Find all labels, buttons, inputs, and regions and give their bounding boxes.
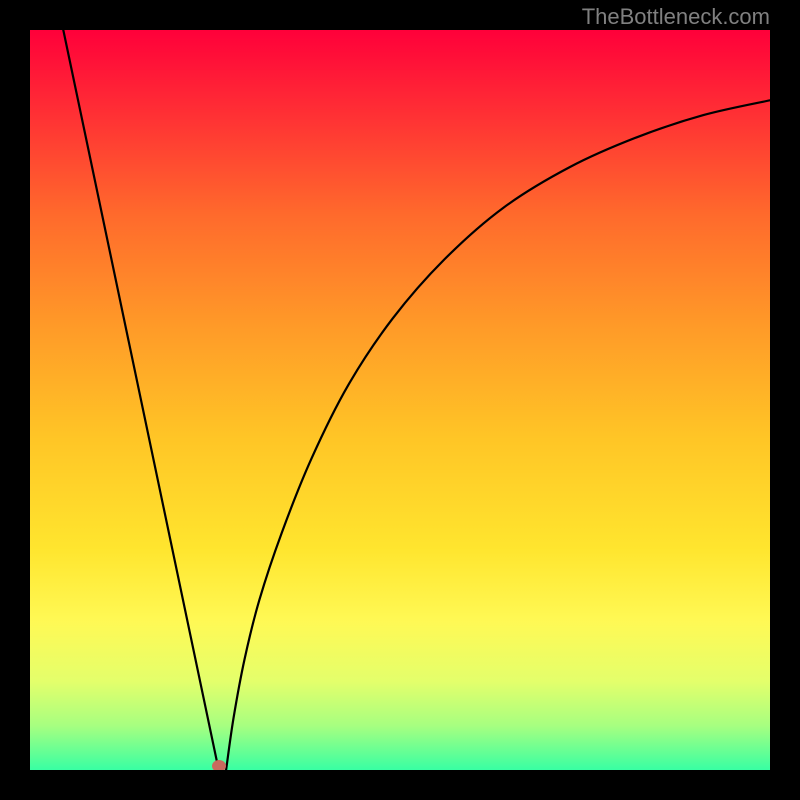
curve-layer: [30, 30, 770, 770]
right-rising-curve: [226, 100, 770, 770]
plot-area: [30, 30, 770, 770]
left-descending-line: [63, 30, 218, 770]
minimum-marker: [212, 760, 226, 770]
watermark-text: TheBottleneck.com: [582, 4, 770, 30]
